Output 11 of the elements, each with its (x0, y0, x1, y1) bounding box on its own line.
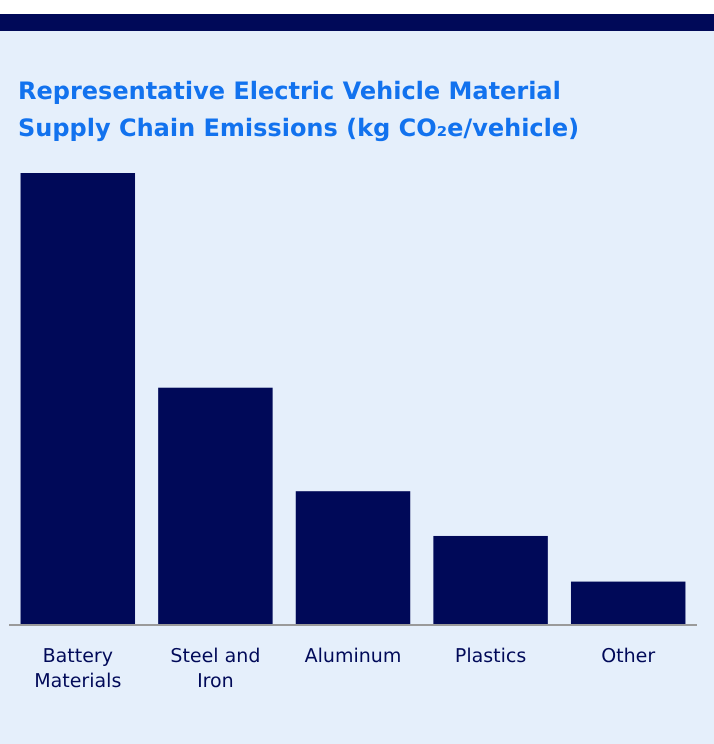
bar (433, 536, 548, 625)
x-tick-label: Battery Materials (34, 645, 122, 692)
x-tick-label: Steel and Iron (170, 645, 260, 692)
x-tick-label: Other (601, 645, 656, 667)
bar (20, 173, 136, 625)
x-tick-label: Plastics (454, 645, 526, 667)
x-tick-label: Aluminum (304, 645, 402, 667)
bar (570, 582, 686, 625)
chart-title: Representative Electric Vehicle Material Supply Chain Emissions (kg CO₂e/vehicle) (18, 77, 580, 142)
bar (158, 388, 273, 625)
bar (296, 491, 410, 625)
